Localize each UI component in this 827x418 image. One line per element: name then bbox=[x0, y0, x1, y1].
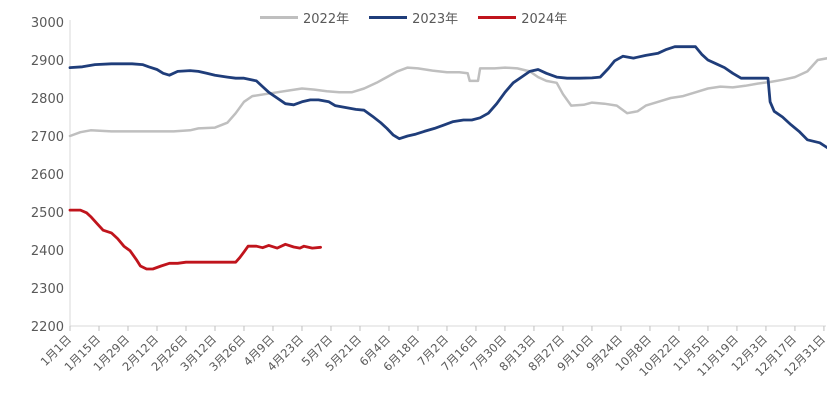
legend-item-2024: 2024年 bbox=[478, 8, 567, 27]
x-axis: 1月1日1月15日1月29日2月12日2月26日3月12日3月26日4月9日4月… bbox=[38, 325, 827, 379]
series-line-2022 bbox=[68, 57, 827, 138]
series-line-2024 bbox=[68, 208, 322, 271]
legend-label-2023: 2023年 bbox=[412, 11, 459, 27]
y-tick-label: 2400 bbox=[31, 244, 64, 259]
y-axis: 2200 2300 2400 2500 2600 2700 2800 2900 3000 bbox=[31, 16, 71, 335]
y-tick-label: 2700 bbox=[31, 130, 64, 145]
legend-item-2022: 2022年 bbox=[260, 8, 349, 27]
y-tick-label: 2500 bbox=[31, 206, 64, 221]
legend-swatch-2023 bbox=[369, 15, 408, 19]
legend-item-2023: 2023年 bbox=[369, 8, 458, 27]
y-tick-label: 2300 bbox=[31, 282, 64, 297]
series-layer bbox=[68, 45, 827, 271]
y-tick-label: 2800 bbox=[31, 92, 64, 107]
y-tick-label: 2900 bbox=[31, 54, 64, 69]
legend-swatch-2024 bbox=[478, 15, 517, 19]
series-line-2023 bbox=[68, 45, 827, 150]
y-tick-label: 3000 bbox=[31, 16, 64, 31]
legend-label-2022: 2022年 bbox=[303, 11, 350, 27]
legend-swatch-2022 bbox=[260, 15, 298, 19]
y-tick-label: 2600 bbox=[31, 168, 64, 183]
y-tick-label: 2200 bbox=[31, 320, 64, 335]
legend-label-2024: 2024年 bbox=[521, 11, 568, 27]
legend: 2022年 2023年 2024年 bbox=[260, 8, 587, 27]
